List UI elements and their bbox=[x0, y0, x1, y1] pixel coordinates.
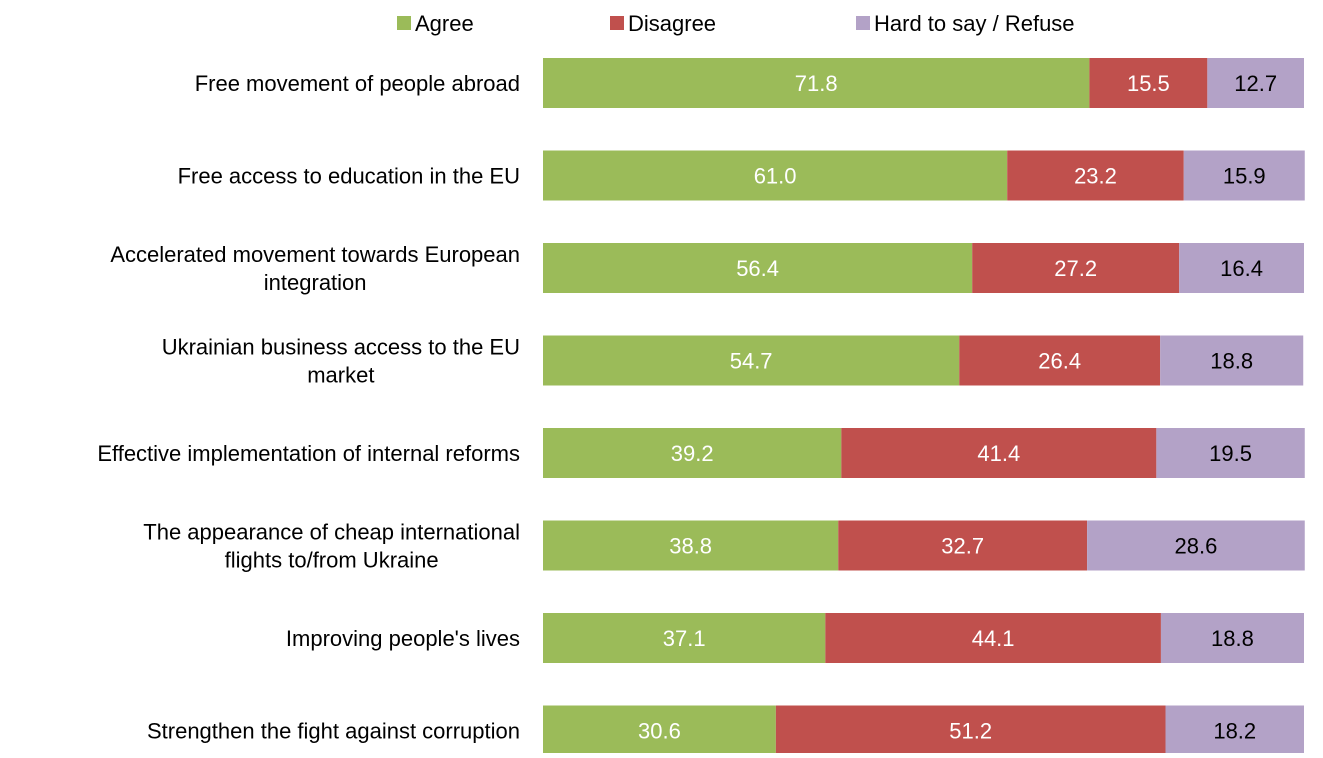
bar-value-label: 15.5 bbox=[1127, 71, 1170, 96]
bar-value-label: 51.2 bbox=[949, 718, 992, 743]
bar-value-label: 23.2 bbox=[1074, 163, 1117, 188]
legend-swatch-agree bbox=[397, 16, 411, 30]
bar-value-label: 44.1 bbox=[972, 626, 1015, 651]
bar-value-label: 18.8 bbox=[1211, 626, 1254, 651]
bar-segment-hard-to-say-refuse bbox=[1156, 428, 1305, 478]
bar-value-label: 26.4 bbox=[1038, 348, 1081, 373]
bar-segment-agree bbox=[543, 150, 1008, 201]
bar-value-label: 12.7 bbox=[1234, 71, 1277, 96]
bar-value-label: 28.6 bbox=[1175, 533, 1218, 558]
category-label: integration bbox=[264, 270, 367, 295]
bar-segment-disagree bbox=[959, 335, 1161, 386]
bar-value-label: 19.5 bbox=[1209, 441, 1252, 466]
bar-segment-hard-to-say-refuse bbox=[1179, 243, 1304, 293]
bar-segment-hard-to-say-refuse bbox=[1207, 58, 1304, 108]
category-label: Accelerated movement towards European bbox=[110, 242, 520, 267]
category-label: flights to/from Ukraine bbox=[225, 547, 439, 572]
legend-label: Agree bbox=[415, 11, 474, 36]
bar-segment-hard-to-say-refuse bbox=[1160, 613, 1304, 663]
category-labels: Free movement of people abroad Free acces… bbox=[97, 71, 520, 743]
legend: Agree Disagree Hard to say / Refuse bbox=[397, 11, 1075, 36]
bar-value-label: 41.4 bbox=[977, 441, 1020, 466]
bar-value-label: 16.4 bbox=[1220, 256, 1263, 281]
bar-segment-disagree bbox=[1089, 58, 1208, 108]
bar-value-label: 30.6 bbox=[638, 718, 681, 743]
bar-value-label: 27.2 bbox=[1054, 256, 1097, 281]
bar-value-label: 37.1 bbox=[663, 626, 706, 651]
bar-segment-disagree bbox=[972, 243, 1180, 293]
bar-segment-hard-to-say-refuse bbox=[1183, 150, 1305, 201]
bar-value-label: 71.8 bbox=[795, 71, 838, 96]
bar-segment-disagree bbox=[838, 520, 1088, 571]
bar-segment-hard-to-say-refuse bbox=[1160, 335, 1304, 386]
bar-value-label: 18.8 bbox=[1210, 348, 1253, 373]
bar-value-label: 56.4 bbox=[736, 256, 779, 281]
category-label: market bbox=[307, 362, 374, 387]
bar-segment-disagree bbox=[775, 705, 1166, 756]
bar-value-label: 54.7 bbox=[730, 348, 773, 373]
category-label: Free access to education in the EU bbox=[178, 163, 520, 188]
bar-segment-disagree bbox=[825, 613, 1161, 663]
bar-segment-agree bbox=[543, 335, 960, 386]
bars: 71.8 15.5 12.7 61.0 23.2 15.9 56.4 27.2 16.4 54.7… bbox=[543, 58, 1305, 756]
bar-segment-disagree bbox=[841, 428, 1157, 478]
legend-label: Hard to say / Refuse bbox=[874, 11, 1075, 36]
bar-segment-agree bbox=[543, 613, 826, 663]
bar-value-label: 39.2 bbox=[671, 441, 714, 466]
bar-value-label: 32.7 bbox=[941, 533, 984, 558]
category-label: Effective implementation of internal ref… bbox=[97, 441, 520, 466]
bar-value-label: 38.8 bbox=[669, 533, 712, 558]
bar-value-label: 15.9 bbox=[1223, 163, 1266, 188]
bar-segment-hard-to-say-refuse bbox=[1165, 705, 1304, 756]
category-label: The appearance of cheap international bbox=[143, 519, 520, 544]
bar-value-label: 18.2 bbox=[1213, 718, 1256, 743]
bar-value-label: 61.0 bbox=[754, 163, 797, 188]
bar-segment-agree bbox=[543, 520, 839, 571]
bar-segment-hard-to-say-refuse bbox=[1087, 520, 1305, 571]
bar-segment-agree bbox=[543, 58, 1090, 108]
bar-segment-agree bbox=[543, 428, 842, 478]
legend-label: Disagree bbox=[628, 11, 716, 36]
category-label: Improving people's lives bbox=[286, 626, 520, 651]
bar-segment-agree bbox=[543, 243, 973, 293]
category-label: Strengthen the fight against corruption bbox=[147, 718, 520, 743]
legend-swatch-disagree bbox=[610, 16, 624, 30]
category-label: Ukrainian business access to the EU bbox=[162, 334, 520, 359]
bar-segment-disagree bbox=[1007, 150, 1184, 201]
bar-segment-agree bbox=[543, 705, 776, 756]
legend-swatch-hard-to-say-refuse bbox=[856, 16, 870, 30]
category-label: Free movement of people abroad bbox=[195, 71, 520, 96]
